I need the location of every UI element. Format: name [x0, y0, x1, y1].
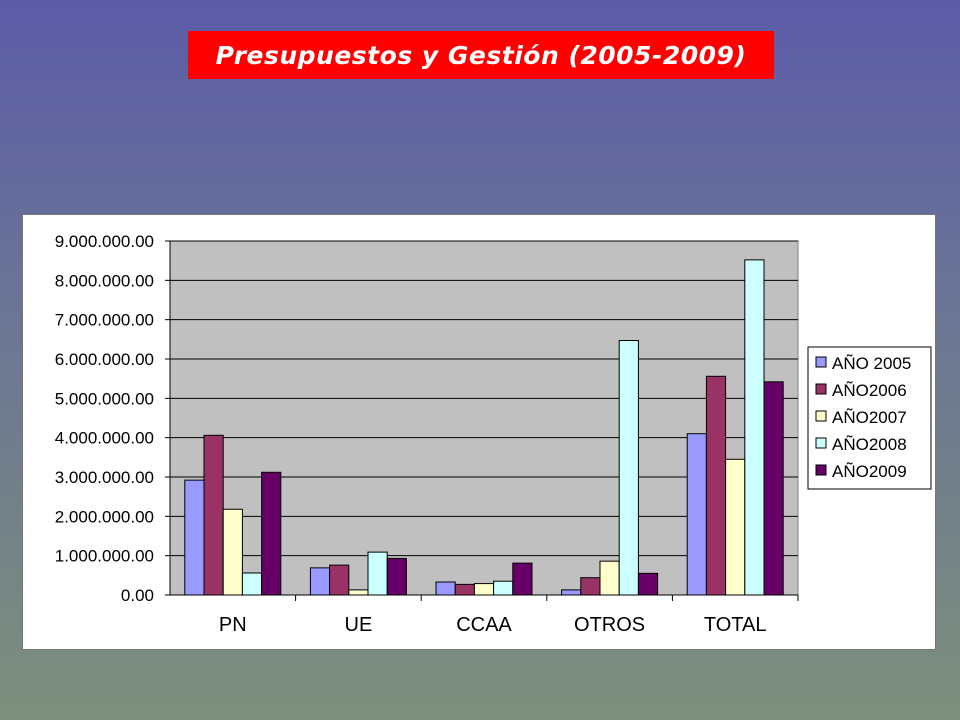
bar — [763, 381, 784, 596]
legend-swatch — [815, 410, 827, 422]
y-tick-label: 1.000.000.00 — [55, 547, 154, 566]
bar — [725, 458, 746, 596]
x-tick-label: CCAA — [456, 614, 512, 636]
bar — [435, 581, 456, 596]
bar — [203, 434, 224, 596]
y-tick-label: 2.000.000.00 — [55, 507, 154, 526]
bar — [222, 508, 243, 596]
slide-title: Presupuestos y Gestión (2005-2009) — [215, 40, 747, 70]
bar — [241, 572, 263, 596]
legend-swatch — [815, 464, 827, 476]
title-banner: Presupuestos y Gestión (2005-2009) — [188, 31, 774, 79]
x-tick-label: UE — [345, 614, 373, 636]
bar — [580, 577, 601, 596]
bar — [367, 551, 388, 596]
bar — [618, 340, 639, 596]
bar — [261, 471, 282, 596]
bar — [599, 560, 620, 596]
legend-swatch — [815, 383, 827, 395]
bar — [561, 589, 582, 596]
bar — [309, 567, 331, 596]
bar — [473, 583, 495, 596]
legend-label: AÑO2006 — [832, 381, 907, 400]
y-tick-label: 3.000.000.00 — [55, 468, 154, 487]
y-tick-label: 5.000.000.00 — [55, 389, 154, 408]
legend-label: AÑO2009 — [832, 462, 907, 481]
bar — [493, 580, 514, 596]
bar — [454, 583, 475, 596]
bar — [512, 562, 533, 596]
bar — [686, 433, 707, 596]
y-tick-label: 9.000.000.00 — [55, 232, 154, 251]
legend-label: AÑO2008 — [832, 435, 907, 454]
bar — [637, 572, 659, 596]
bar — [386, 557, 407, 596]
bar — [184, 479, 205, 596]
bar — [329, 564, 350, 596]
chart-frame: 0.00 1.000.000.00 2.000.000.00 3.000.000.00… — [22, 214, 936, 650]
legend-swatch — [815, 437, 827, 449]
bar-chart: 0.00 1.000.000.00 2.000.000.00 3.000.000.00… — [55, 232, 932, 636]
y-tick-label: 4.000.000.00 — [55, 429, 154, 448]
y-tick-label: 0.00 — [121, 586, 154, 605]
legend — [807, 346, 932, 490]
legend-label: AÑO 2005 — [832, 354, 911, 373]
bar — [705, 375, 727, 596]
y-tick-label: 6.000.000.00 — [55, 350, 154, 369]
y-tick-label: 8.000.000.00 — [55, 271, 154, 290]
y-tick-label: 7.000.000.00 — [55, 311, 154, 330]
x-tick-label: PN — [219, 614, 247, 636]
legend-label: AÑO2007 — [832, 408, 907, 427]
bar — [348, 589, 369, 596]
x-tick-label: OTROS — [574, 614, 645, 636]
bar — [744, 259, 765, 596]
x-tick-label: TOTAL — [704, 614, 767, 636]
legend-swatch — [815, 356, 827, 368]
